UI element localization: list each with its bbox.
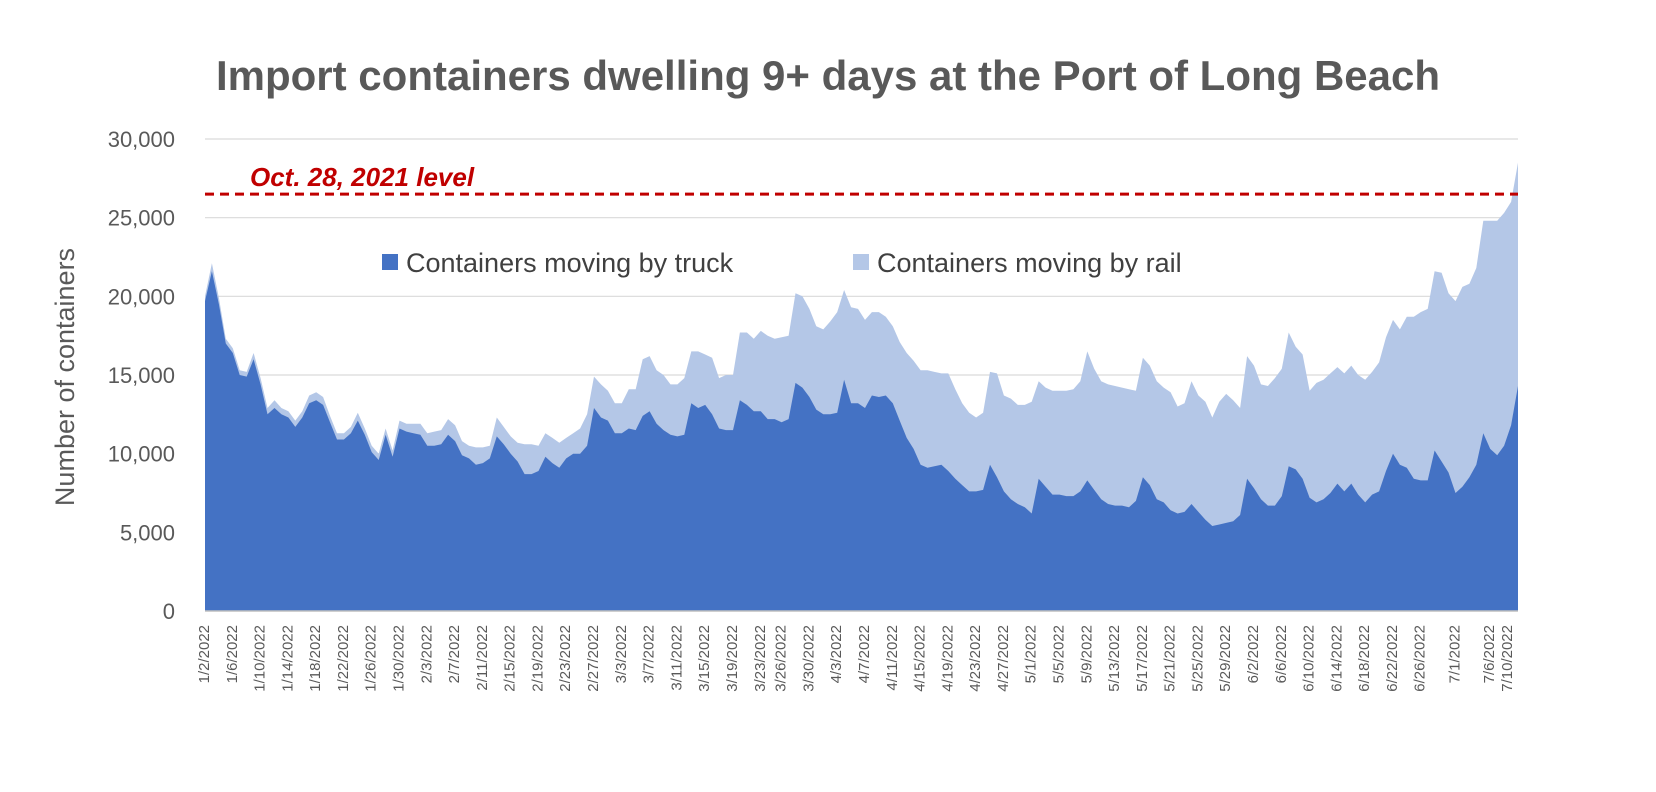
x-tick-label: 3/23/2022 (752, 625, 769, 692)
x-tick-label: 3/26/2022 (773, 625, 790, 692)
x-tick-label: 5/21/2022 (1162, 625, 1179, 692)
y-tick-label: 15,000 (108, 363, 175, 388)
x-tick-label: 2/19/2022 (529, 625, 546, 692)
x-tick-label: 2/7/2022 (446, 625, 463, 683)
x-tick-label: 5/1/2022 (1023, 625, 1040, 683)
legend: Containers moving by truck Containers mo… (382, 248, 1182, 278)
x-tick-label: 3/7/2022 (641, 625, 658, 683)
x-tick-label: 4/15/2022 (912, 625, 929, 692)
x-tick-label: 4/3/2022 (828, 625, 845, 683)
y-tick-label: 10,000 (108, 442, 175, 467)
x-tick-label: 4/11/2022 (884, 625, 901, 691)
x-tick-label: 6/22/2022 (1384, 625, 1401, 692)
x-tick-label: 1/26/2022 (363, 625, 380, 692)
x-tick-label: 5/5/2022 (1050, 625, 1067, 683)
x-tick-label: 3/19/2022 (724, 625, 741, 692)
legend-label-truck: Containers moving by truck (406, 248, 734, 278)
x-tick-label: 1/10/2022 (252, 625, 269, 692)
y-axis-title: Number of containers (50, 248, 80, 506)
y-tick-label: 25,000 (108, 206, 175, 231)
x-tick-label: 5/25/2022 (1189, 625, 1206, 692)
x-axis-ticks: 1/2/2022 1/6/2022 1/10/2022 1/14/2022 1/18/2… (196, 625, 1516, 692)
y-tick-label: 5,000 (120, 520, 175, 545)
x-tick-label: 4/19/2022 (939, 625, 956, 692)
x-tick-label: 3/11/2022 (668, 625, 685, 691)
x-tick-label: 2/23/2022 (557, 625, 574, 692)
x-tick-label: 2/15/2022 (502, 625, 519, 692)
x-tick-label: 2/3/2022 (418, 625, 435, 683)
x-tick-label: 4/27/2022 (995, 625, 1012, 692)
x-tick-label: 4/23/2022 (967, 625, 984, 692)
y-tick-label: 30,000 (108, 127, 175, 152)
x-tick-label: 7/1/2022 (1446, 625, 1463, 683)
x-tick-label: 6/6/2022 (1273, 625, 1290, 683)
x-tick-label: 5/17/2022 (1134, 625, 1151, 692)
x-tick-label: 6/14/2022 (1328, 625, 1345, 692)
x-tick-label: 3/15/2022 (696, 625, 713, 692)
x-tick-label: 7/6/2022 (1481, 625, 1498, 683)
x-tick-label: 5/9/2022 (1078, 625, 1095, 683)
x-tick-label: 6/10/2022 (1301, 625, 1318, 692)
x-tick-label: 2/27/2022 (585, 625, 602, 692)
x-tick-label: 1/22/2022 (335, 625, 352, 692)
x-tick-label: 4/7/2022 (856, 625, 873, 683)
y-tick-label: 20,000 (108, 284, 175, 309)
x-tick-label: 6/18/2022 (1356, 625, 1373, 692)
x-tick-label: 6/2/2022 (1245, 625, 1262, 683)
area-truck (205, 271, 1518, 611)
x-tick-label: 5/13/2022 (1106, 625, 1123, 692)
x-tick-label: 3/30/2022 (800, 625, 817, 692)
stacked-areas (205, 162, 1518, 611)
x-tick-label: 3/3/2022 (613, 625, 630, 683)
x-tick-label: 1/6/2022 (224, 625, 241, 683)
legend-label-rail: Containers moving by rail (877, 248, 1182, 278)
x-tick-label: 6/26/2022 (1412, 625, 1429, 692)
legend-swatch-rail (853, 254, 869, 270)
reference-line-label: Oct. 28, 2021 level (250, 162, 475, 192)
x-tick-label: 5/29/2022 (1217, 625, 1234, 692)
x-tick-label: 1/18/2022 (307, 625, 324, 692)
x-tick-label: 2/11/2022 (474, 625, 491, 691)
y-tick-label: 0 (163, 599, 175, 624)
x-tick-label: 1/2/2022 (196, 625, 213, 683)
y-axis-ticks: 0 5,000 10,000 15,000 20,000 25,000 30,000 (108, 127, 175, 624)
x-tick-label: 7/10/2022 (1499, 625, 1516, 692)
chart-title: Import containers dwelling 9+ days at th… (215, 52, 1441, 99)
x-tick-label: 1/14/2022 (279, 625, 296, 692)
legend-swatch-truck (382, 254, 398, 270)
x-tick-label: 1/30/2022 (391, 625, 408, 692)
